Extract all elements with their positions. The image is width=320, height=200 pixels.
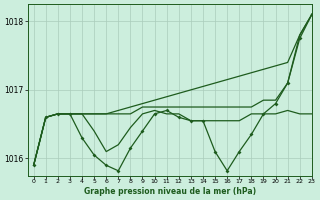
X-axis label: Graphe pression niveau de la mer (hPa): Graphe pression niveau de la mer (hPa) bbox=[84, 187, 256, 196]
